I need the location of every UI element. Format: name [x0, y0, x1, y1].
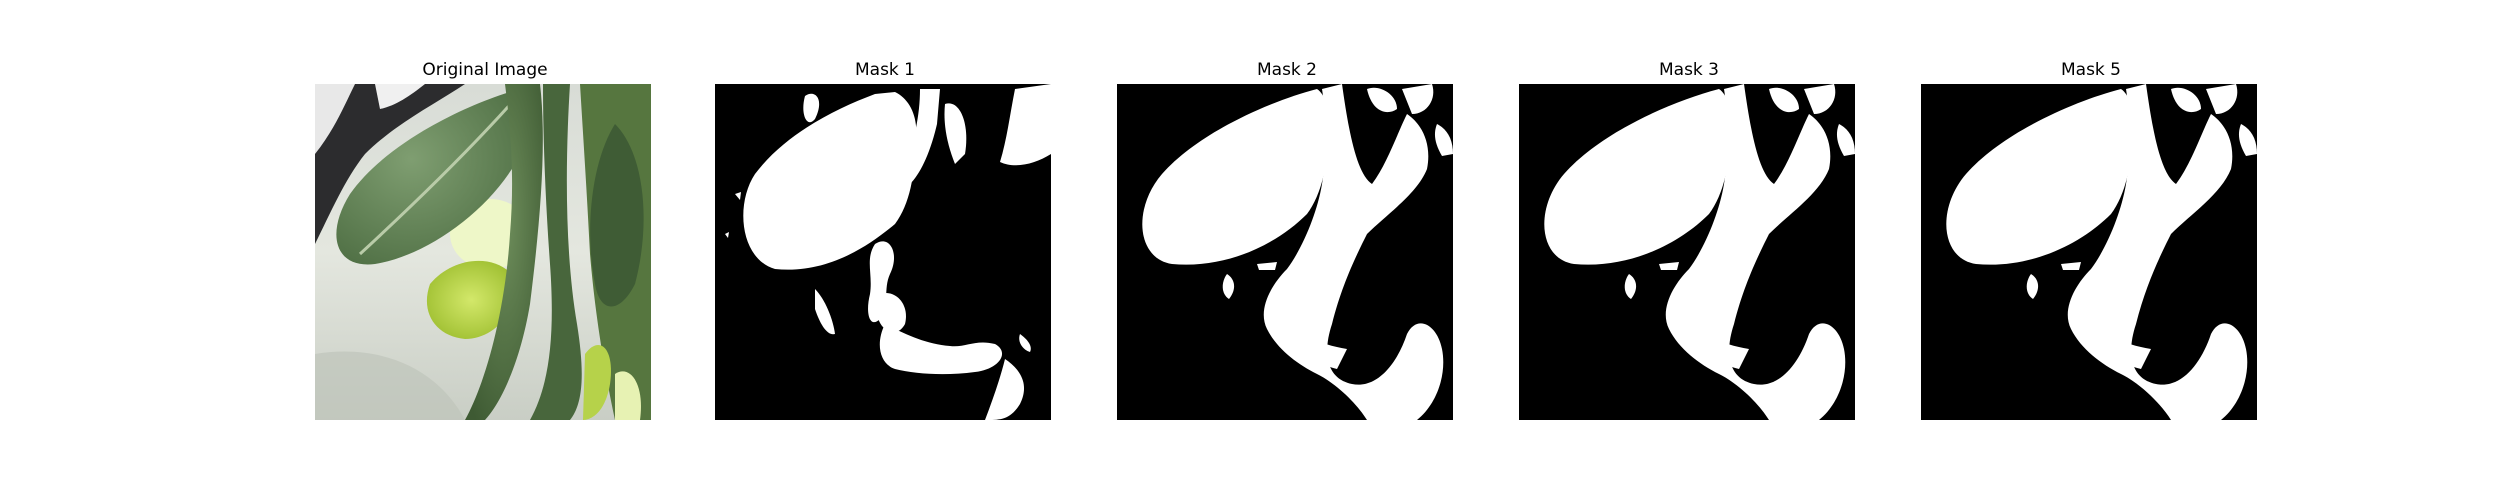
- mask-image: [715, 84, 1051, 420]
- panel-title: Mask 2: [1256, 60, 1317, 80]
- mask-image: [1921, 84, 2257, 420]
- mask-image: [1117, 84, 1453, 420]
- panel-title: Mask 5: [2060, 60, 2121, 80]
- mask-image: [1519, 84, 1855, 420]
- panel-title: Mask 1: [854, 60, 915, 80]
- panel-title: Original Image: [422, 60, 548, 80]
- panel-title: Mask 3: [1658, 60, 1719, 80]
- original-image: [315, 84, 651, 420]
